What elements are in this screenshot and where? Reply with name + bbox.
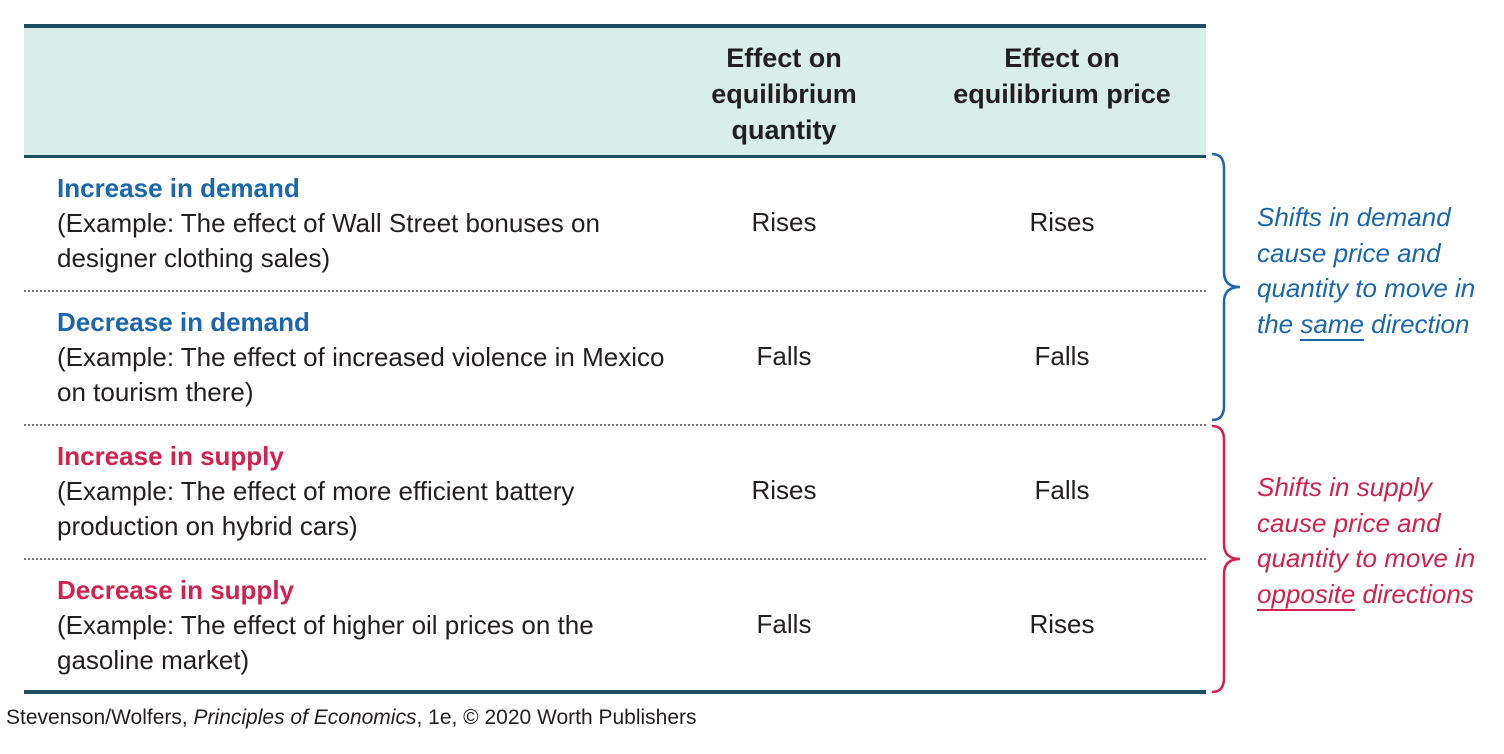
note-emphasis: opposite [1257, 578, 1356, 611]
supply-brace-icon [1211, 424, 1241, 694]
note-text: Shifts in supply cause price and quantit… [1257, 472, 1476, 573]
note-emphasis: same [1300, 308, 1364, 341]
header-rule [24, 155, 1206, 158]
row-description: (Example: The effect of increased violen… [57, 342, 665, 407]
table-header: Effect on equilibrium quantity Effect on… [24, 28, 1206, 155]
row-title: Decrease in demand [57, 307, 310, 337]
table-row-decrease-supply: Decrease in supply (Example: The effect … [24, 560, 1206, 690]
credit-publisher: , 1e, © 2020 Worth Publishers [416, 706, 697, 729]
supply-shift-note: Shifts in supply cause price and quantit… [1257, 470, 1502, 612]
row-quantity-effect: Falls [756, 341, 812, 371]
row-price-effect: Falls [1034, 475, 1090, 505]
note-text: direction [1363, 308, 1470, 339]
row-title: Increase in supply [57, 441, 284, 471]
row-title: Increase in demand [57, 173, 300, 203]
header-quantity: Effect on equilibrium quantity [711, 43, 857, 145]
source-credit: Stevenson/Wolfers, Principles of Economi… [6, 704, 697, 732]
row-quantity-effect: Rises [751, 207, 817, 237]
demand-shift-note: Shifts in demand cause price and quantit… [1257, 200, 1502, 342]
table-row-increase-supply: Increase in supply (Example: The effect … [24, 426, 1206, 560]
row-quantity-effect: Rises [751, 475, 817, 505]
top-rule [24, 24, 1206, 28]
row-description: (Example: The effect of Wall Street bonu… [57, 208, 600, 273]
table-row-decrease-demand: Decrease in demand (Example: The effect … [24, 292, 1206, 426]
row-description: (Example: The effect of higher oil price… [57, 610, 594, 675]
row-description: (Example: The effect of more efficient b… [57, 476, 575, 541]
row-price-effect: Falls [1034, 341, 1090, 371]
demand-brace-icon [1211, 152, 1241, 422]
table-row-increase-demand: Increase in demand (Example: The effect … [24, 158, 1206, 292]
note-text: Shifts in demand cause price and quantit… [1257, 202, 1476, 339]
credit-book-title: Principles of Economics [193, 706, 417, 729]
row-price-effect: Rises [1029, 207, 1095, 237]
row-divider [24, 424, 1206, 426]
row-divider [24, 290, 1206, 292]
note-text: directions [1355, 578, 1474, 609]
row-quantity-effect: Falls [756, 609, 812, 639]
credit-authors: Stevenson/Wolfers, [6, 706, 194, 729]
bottom-rule [24, 690, 1206, 694]
row-price-effect: Rises [1029, 609, 1095, 639]
row-divider [24, 558, 1206, 560]
row-title: Decrease in supply [57, 575, 294, 605]
header-price: Effect on equilibrium price [953, 43, 1171, 109]
